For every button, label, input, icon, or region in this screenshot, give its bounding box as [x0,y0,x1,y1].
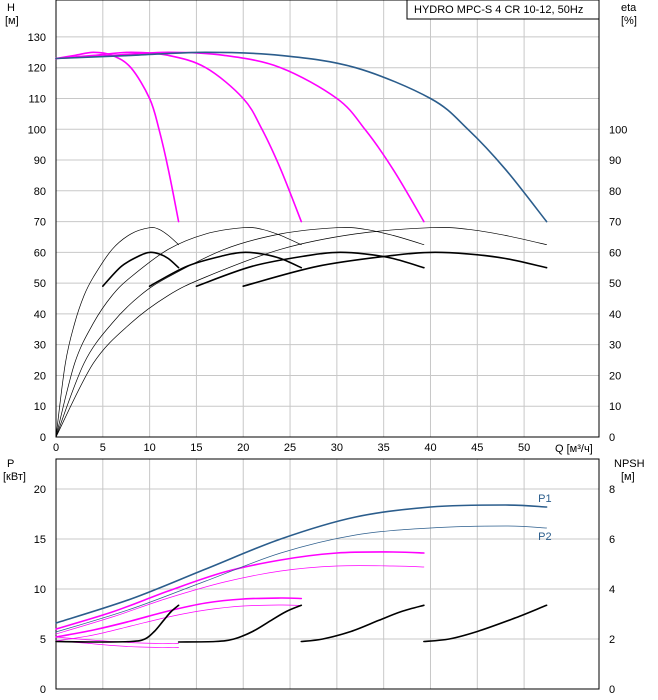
eta-tick-label: 20 [609,370,621,382]
npsh-tick-label: 2 [609,634,615,646]
h-tick-label: 10 [34,401,46,413]
h-tick-label: 110 [28,93,46,105]
h-tick-label: 60 [34,247,46,259]
curve-p2-4-pumps [55,525,547,633]
eta-axis-unit: [%] [621,15,637,27]
curve-npsh-2-pumps [177,604,303,643]
p-tick-label: 15 [34,534,46,546]
chart-title: HYDRO MPC-S 4 CR 10-12, 50Hz [414,4,583,16]
h-tick-label: 40 [34,309,46,321]
h-tick-label: 30 [34,340,46,352]
p-axis-label: P [7,458,14,470]
npsh-tick-label: 8 [609,484,615,496]
x-tick-label: 50 [518,442,530,454]
lower-plot-curves [55,504,548,648]
p-tick-label: 0 [40,684,46,696]
lower-plot-frame [55,458,600,690]
curve-eta-1-pump-duty [102,251,180,287]
curve-eta-2-pumps-duty [148,251,303,287]
h-tick-label: 20 [34,370,46,382]
h-axis-label: H [7,2,15,14]
npsh-tick-label: 4 [609,584,615,596]
curve-npsh-4-pumps [423,604,548,643]
eta-tick-label: 70 [609,217,621,229]
curve-p1-3-pumps [55,551,425,630]
h-tick-label: 70 [34,217,46,229]
eta-tick-label: 50 [609,278,621,290]
x-tick-label: 0 [53,442,59,454]
eta-tick-label: 30 [609,340,621,352]
h-tick-label: 100 [28,124,46,136]
h-tick-label: 130 [28,32,46,44]
h-tick-label: 120 [28,63,46,75]
h-axis-unit: [м] [5,15,19,27]
q-axis-label: Q [м³/ч] [555,443,593,455]
title-legend-box [406,0,600,20]
x-tick-label: 40 [424,442,436,454]
x-tick-label: 35 [378,442,390,454]
curve-h-3-pumps [55,51,425,223]
eta-tick-label: 0 [609,432,615,444]
eta-tick-label: 60 [609,247,621,259]
axis-tick-labels: 0 5 10 15 20 25 30 35 40 45 5001020304050607080901… [28,32,628,696]
x-tick-label: 20 [237,442,249,454]
eta-axis-label: eta [621,2,637,14]
curve-eta-1-pump [55,227,179,438]
npsh-axis-unit: [м] [621,471,635,483]
h-tick-label: 90 [34,155,46,167]
lower-plot-grid [56,459,599,689]
p-tick-label: 20 [34,484,46,496]
h-tick-label: 0 [40,432,46,444]
upper-plot-curves [55,51,548,438]
curve-p2-3-pumps [55,565,425,635]
curve-npsh-1-pump [55,604,180,643]
curve-eta-3-pumps [55,227,425,438]
upper-plot-frame [55,0,600,438]
curve-eta-4-pumps-duty [242,251,548,287]
curve-p1-4-pumps [55,504,548,624]
x-tick-label: 15 [190,442,202,454]
curve-p2-1-pump [55,640,179,648]
eta-tick-label: 100 [609,124,627,136]
x-tick-label: 10 [143,442,155,454]
npsh-tick-label: 6 [609,534,615,546]
curve-npsh-3-pumps [300,604,425,643]
eta-tick-label: 40 [609,309,621,321]
eta-tick-label: 10 [609,401,621,413]
p2-curve-label: P2 [538,531,551,543]
curve-h-2-pumps [55,51,303,223]
curve-eta-4-pumps [55,227,547,438]
p-axis-unit: [кВт] [3,471,26,483]
curve-h-1-pump [55,51,180,223]
eta-tick-label: 90 [609,155,621,167]
curve-p2-2-pumps [55,604,302,642]
h-tick-label: 80 [34,186,46,198]
x-tick-label: 5 [100,442,106,454]
p-tick-label: 10 [34,584,46,596]
curve-p1-2-pumps [55,597,303,638]
h-tick-label: 50 [34,278,46,290]
upper-plot-grid [56,0,599,437]
curve-h-4-pumps [55,51,548,223]
x-tick-label: 45 [471,442,483,454]
eta-tick-label: 80 [609,186,621,198]
curve-eta-2-pumps [55,227,302,438]
x-tick-label: 30 [331,442,343,454]
p-tick-label: 5 [40,634,46,646]
npsh-axis-label: NPSH [614,458,645,470]
x-tick-label: 25 [284,442,296,454]
npsh-tick-label: 0 [609,684,615,696]
p1-curve-label: P1 [538,493,551,505]
curve-eta-3-pumps-duty [195,251,425,287]
